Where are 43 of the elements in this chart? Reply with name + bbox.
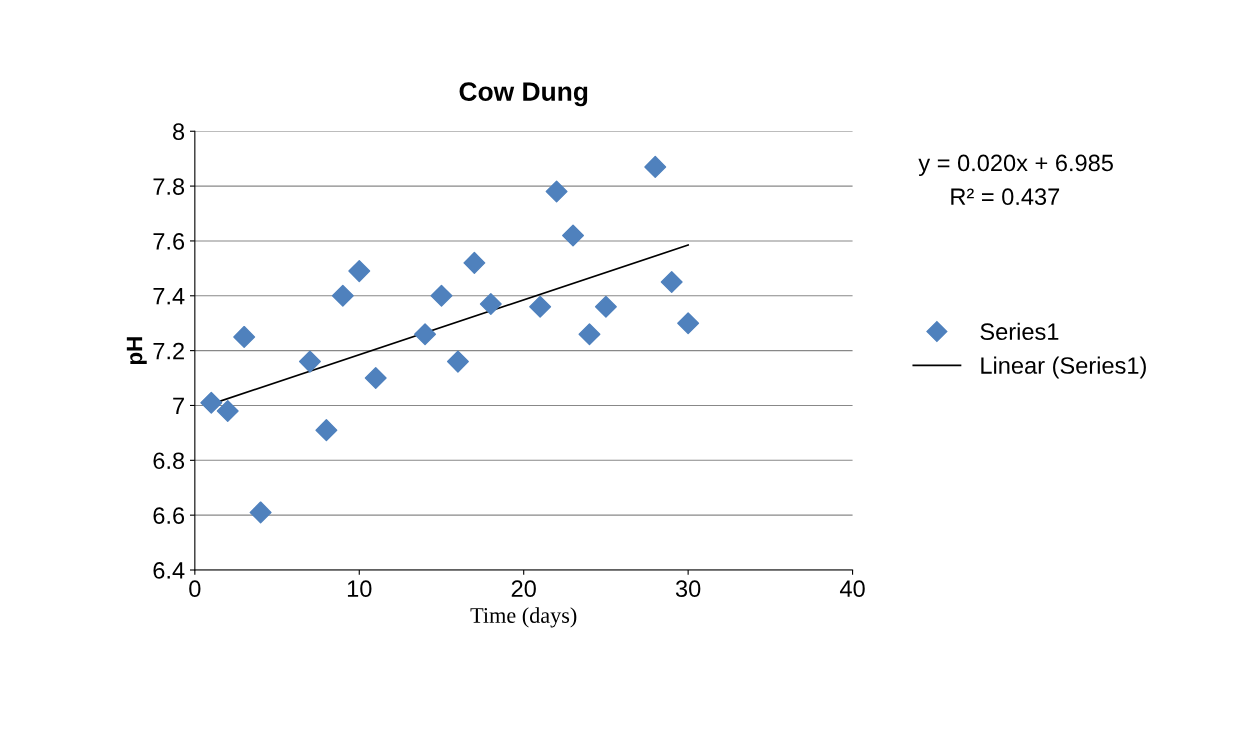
text: y = 0.020x + 6.985 (918, 154, 1113, 176)
x-tick-label: 30 (675, 580, 701, 598)
y-tick-label: 6.4 (153, 562, 185, 579)
point (298, 350, 321, 373)
chart-title: Cow Dung (459, 82, 588, 107)
y-tick-label: 6.8 (153, 452, 185, 470)
point (233, 325, 256, 348)
x-tick-label: 10 (347, 580, 372, 598)
y-tick-label: 6.6 (153, 507, 185, 524)
legend-label: Series1 (980, 322, 1059, 341)
y-tick-label: 7.8 (153, 178, 185, 195)
point (545, 180, 568, 203)
y-axis-title: pH (126, 337, 147, 364)
point (430, 284, 453, 307)
point (677, 312, 700, 335)
point (529, 295, 552, 318)
point (364, 367, 387, 390)
x-tick-label: 20 (511, 580, 536, 598)
point (644, 155, 667, 178)
point (562, 224, 585, 247)
y-tick-label: 8 (173, 123, 185, 141)
x-tick-label: 40 (839, 580, 865, 598)
point (578, 323, 601, 346)
y-tick-label: 7.4 (153, 288, 185, 305)
point (216, 399, 239, 422)
x-axis-title: Time (days) (470, 607, 577, 628)
text: R² = 0.437 (951, 188, 1060, 206)
y-tick-label: 7.6 (153, 233, 185, 250)
x-tick-label: 0 (189, 580, 201, 598)
point (446, 350, 469, 373)
point (463, 251, 486, 274)
point (594, 295, 617, 318)
point (315, 419, 338, 442)
y-tick-label: 7 (173, 397, 184, 415)
point (331, 284, 354, 307)
point (414, 323, 437, 346)
point (348, 260, 371, 283)
legend-label: Linear (Series1) (981, 356, 1146, 379)
point (479, 293, 502, 316)
point (249, 501, 272, 524)
point (660, 271, 683, 294)
point (200, 391, 223, 414)
y-tick-label: 7.2 (153, 342, 184, 360)
